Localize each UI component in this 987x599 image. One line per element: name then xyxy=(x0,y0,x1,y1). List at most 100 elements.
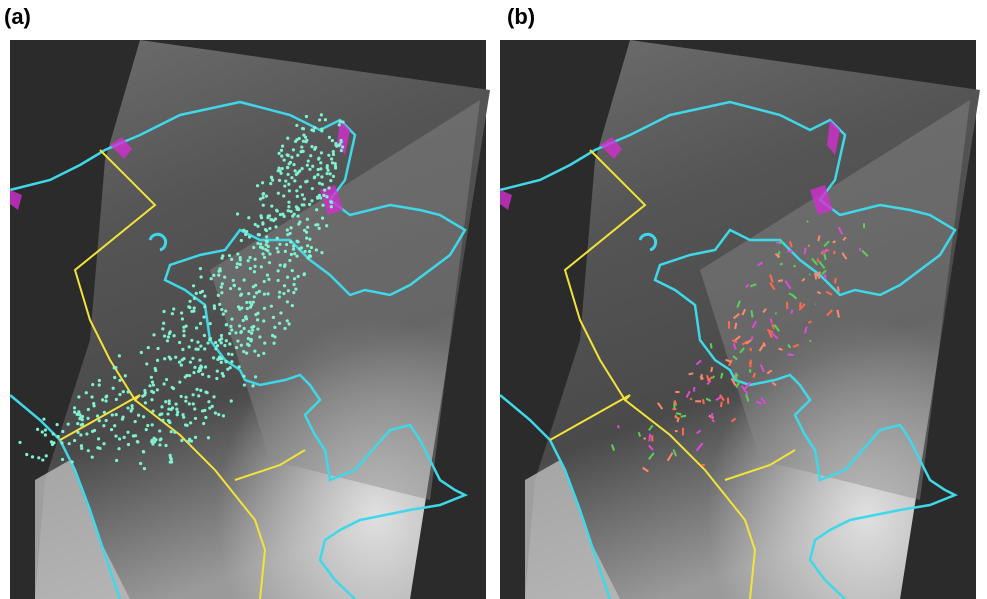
detection-dot xyxy=(230,318,233,321)
detection-dot xyxy=(257,354,260,357)
detection-dot xyxy=(174,356,177,359)
detection-dot xyxy=(308,238,311,241)
slick-streak xyxy=(751,360,752,364)
detection-dot xyxy=(253,295,256,298)
detection-dot xyxy=(267,245,270,248)
detection-dot xyxy=(201,373,204,376)
slick-streak xyxy=(690,398,691,400)
detection-dot xyxy=(195,292,198,295)
detection-dot xyxy=(191,357,194,360)
detection-dot xyxy=(18,441,21,444)
detection-dot xyxy=(320,129,323,132)
detection-dot xyxy=(240,293,243,296)
slick-streak xyxy=(751,310,752,317)
detection-dot xyxy=(166,412,169,415)
detection-dot xyxy=(310,145,313,148)
detection-dot xyxy=(96,414,99,417)
detection-dot xyxy=(277,167,280,170)
detection-dot xyxy=(199,389,202,392)
detection-dot xyxy=(287,289,290,292)
detection-dot xyxy=(163,382,166,385)
detection-dot xyxy=(305,115,308,118)
detection-dot xyxy=(287,209,290,212)
detection-dot xyxy=(297,275,300,278)
detection-dot xyxy=(105,419,108,422)
detection-dot xyxy=(279,311,282,314)
detection-dot xyxy=(295,173,298,176)
detection-dot xyxy=(247,259,250,262)
detection-dot xyxy=(98,379,101,382)
detection-dot xyxy=(151,423,154,426)
detection-dot xyxy=(262,352,265,355)
panel-map xyxy=(500,40,980,599)
detection-dot xyxy=(266,274,269,277)
detection-dot xyxy=(261,223,264,226)
detection-dot xyxy=(295,255,298,258)
detection-dot xyxy=(317,158,320,161)
detection-dot xyxy=(258,335,261,338)
detection-dot xyxy=(273,326,276,329)
detection-dot xyxy=(256,225,259,228)
detection-dot xyxy=(276,209,279,212)
detection-dot xyxy=(171,312,174,315)
detection-dot xyxy=(314,146,317,149)
detection-dot xyxy=(195,326,198,329)
detection-dot xyxy=(56,423,59,426)
detection-dot xyxy=(303,272,306,275)
detection-dot xyxy=(239,263,242,266)
slick-streak xyxy=(689,373,694,374)
detection-dot xyxy=(265,240,268,243)
detection-dot xyxy=(281,144,284,147)
detection-dot xyxy=(213,304,216,307)
detection-dot xyxy=(300,145,303,148)
detection-dot xyxy=(228,254,231,257)
detection-dot xyxy=(289,240,292,243)
detection-dot xyxy=(265,235,268,238)
detection-dot xyxy=(98,383,101,386)
detection-dot xyxy=(168,420,171,423)
detection-dot xyxy=(152,383,155,386)
detection-dot xyxy=(315,248,318,251)
detection-dot xyxy=(250,332,253,335)
detection-dot xyxy=(318,182,321,185)
slick-streak xyxy=(751,337,752,341)
detection-dot xyxy=(316,197,319,200)
detection-dot xyxy=(238,324,241,327)
detection-dot xyxy=(247,216,250,219)
detection-dot xyxy=(170,430,173,433)
detection-dot xyxy=(265,195,268,198)
detection-dot xyxy=(237,365,240,368)
detection-dot xyxy=(290,253,293,256)
detection-dot xyxy=(296,154,299,157)
detection-dot xyxy=(289,232,292,235)
detection-dot xyxy=(225,360,228,363)
detection-dot xyxy=(134,434,137,437)
detection-dot xyxy=(249,301,252,304)
detection-dot xyxy=(215,377,218,380)
detection-dot xyxy=(326,172,329,175)
detection-dot xyxy=(330,157,333,160)
detection-dot xyxy=(310,246,313,249)
detection-dot xyxy=(123,436,126,439)
detection-dot xyxy=(212,356,215,359)
detection-dot xyxy=(296,214,299,217)
detection-dot xyxy=(294,140,297,143)
detection-dot xyxy=(287,154,290,157)
detection-dot xyxy=(291,304,294,307)
detection-dot xyxy=(263,307,266,310)
detection-dot xyxy=(261,181,264,184)
detection-dot xyxy=(193,366,196,369)
detection-dot xyxy=(269,218,272,221)
detection-dot xyxy=(113,376,116,379)
detection-dot xyxy=(293,277,296,280)
panel-label: (b) xyxy=(507,4,535,29)
detection-dot xyxy=(145,428,148,431)
detection-dot xyxy=(335,145,338,148)
detection-dot xyxy=(235,346,238,349)
detection-dot xyxy=(239,258,242,261)
detection-dot xyxy=(298,169,301,172)
detection-dot xyxy=(217,413,220,416)
detection-dot xyxy=(223,344,226,347)
detection-dot xyxy=(185,374,188,377)
slick-streak xyxy=(750,348,751,351)
